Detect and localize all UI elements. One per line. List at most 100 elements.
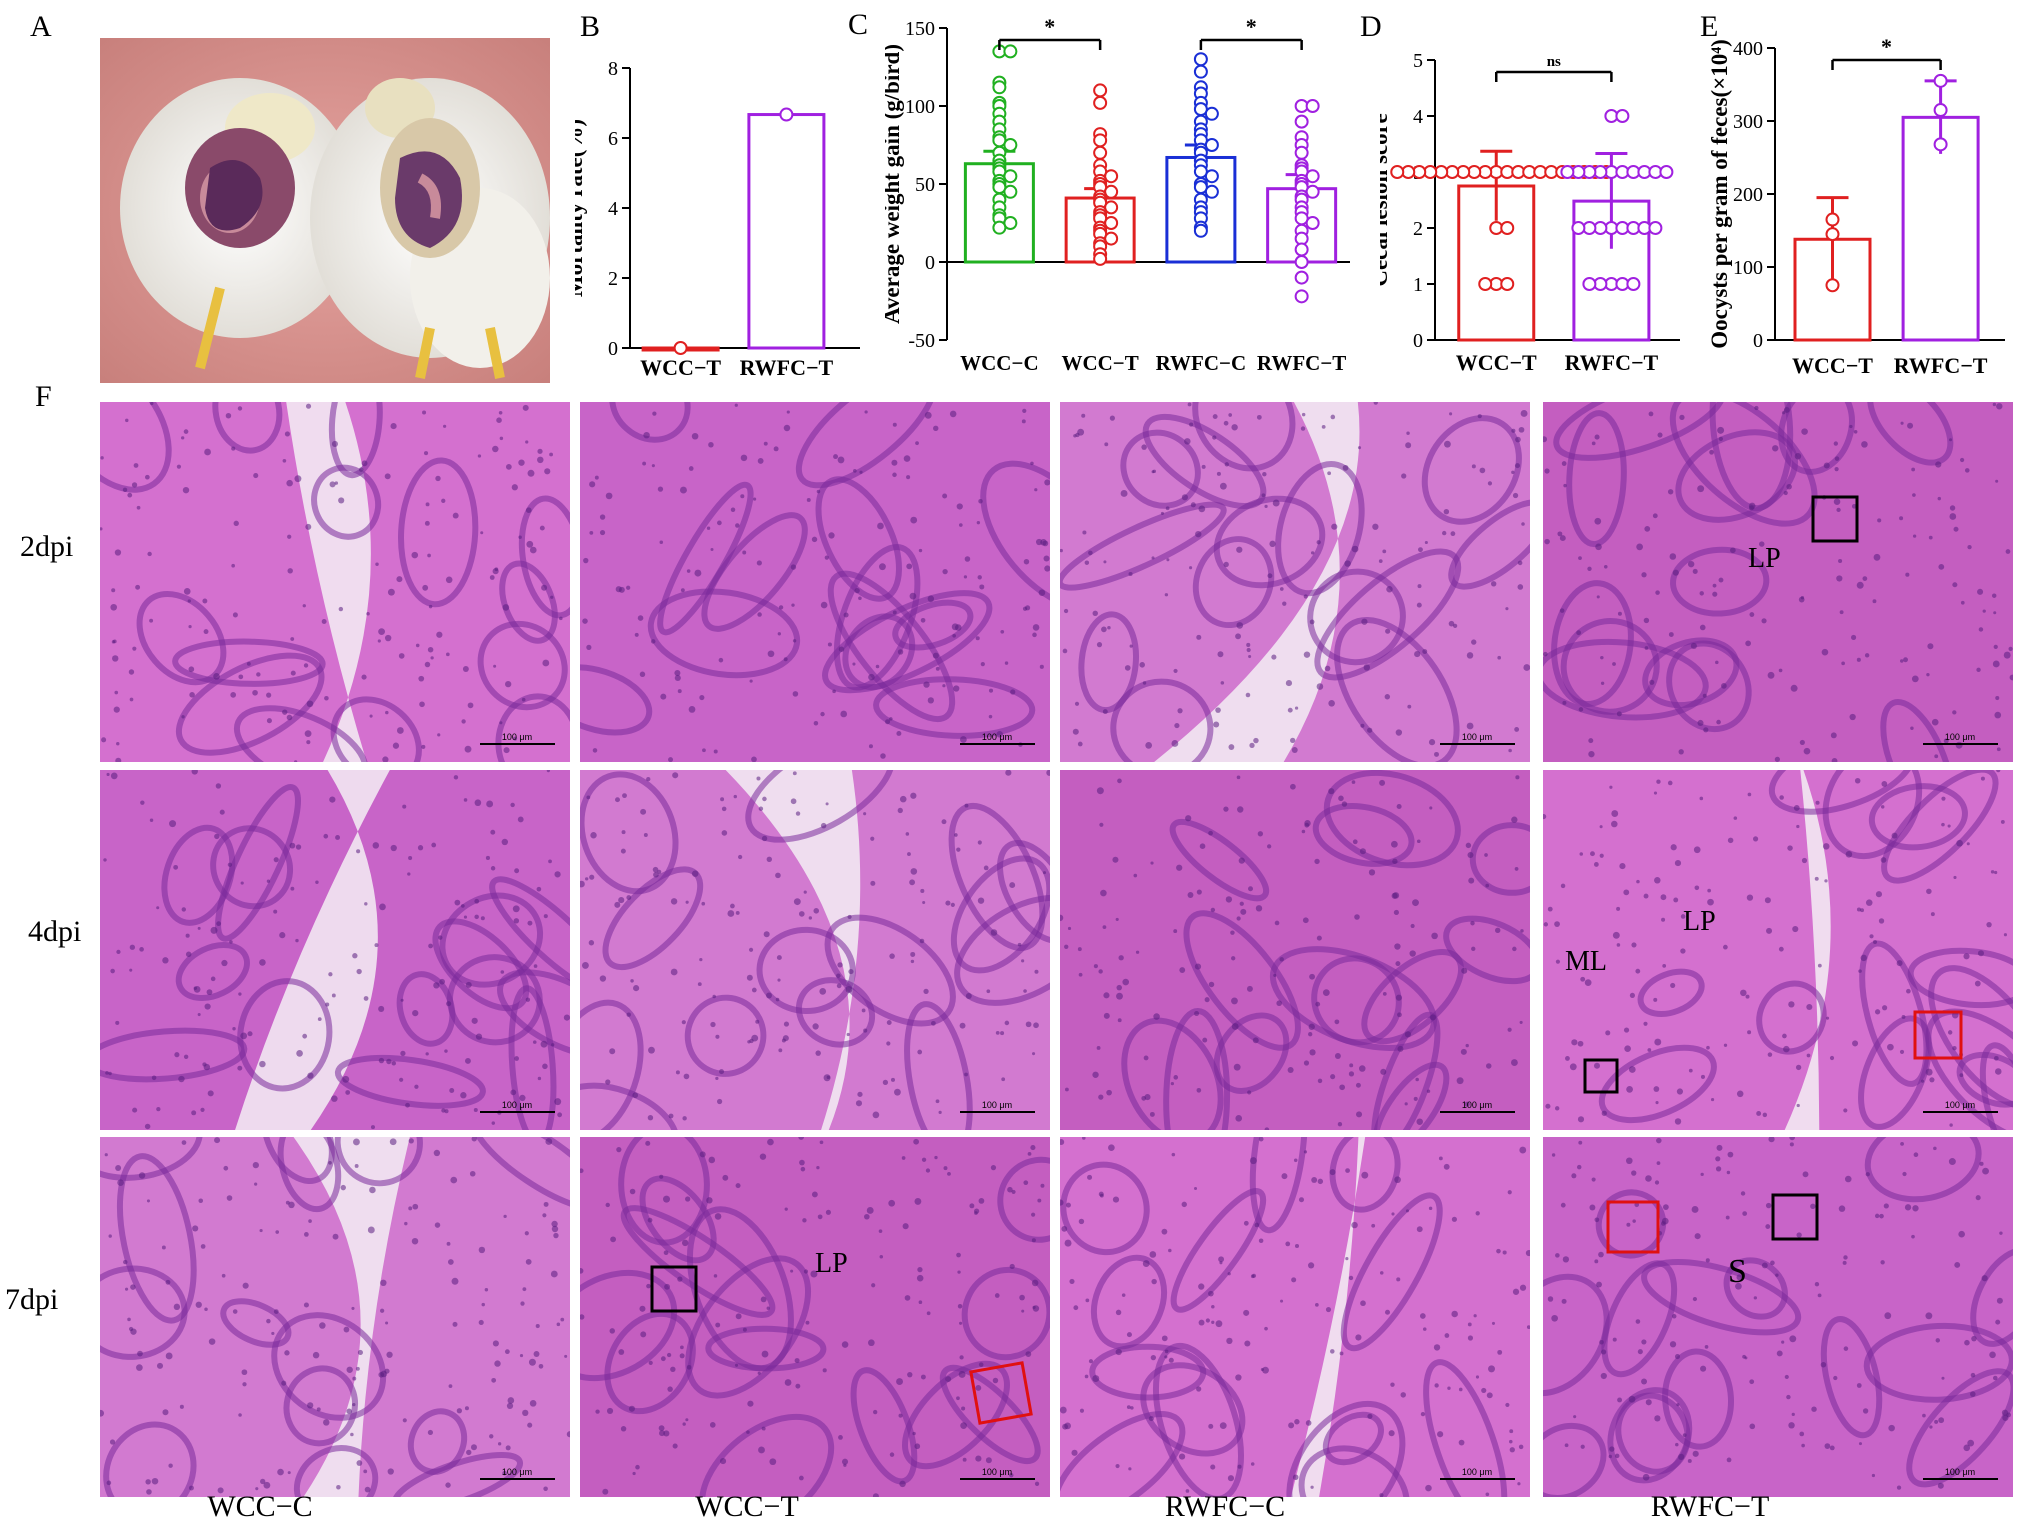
micrograph-4dpi-2: 100 μm [1060, 770, 1530, 1130]
chicken-photo [100, 38, 550, 383]
bar-B-1 [747, 113, 826, 350]
point-C-3-1 [1305, 99, 1320, 113]
y-tick-label-D-4: 4 [1413, 106, 1423, 128]
point-C-3-22 [1294, 242, 1309, 257]
y-tick-label-B-1: 2 [608, 268, 618, 290]
category-label-E-0: WCC−T [1792, 353, 1873, 378]
y-tick-label-C-1: 0 [925, 252, 935, 274]
micrograph-4dpi-3: 100 μm LP ML [1543, 770, 2013, 1130]
scale-bar-label: 100 μm [982, 1467, 1012, 1477]
row-label-7dpi: 7dpi [5, 1283, 59, 1316]
scale-bar-label: 100 μm [1462, 1467, 1492, 1477]
point-D-1-11 [1659, 165, 1674, 179]
point-C-2-17 [1204, 169, 1219, 184]
y-tick-label-B-4: 8 [608, 58, 618, 80]
col-label-wcc-c: WCC−C [207, 1490, 313, 1523]
point-C-1-27 [1093, 251, 1108, 266]
point-C-2-1 [1193, 64, 1208, 79]
point-C-0-27 [992, 220, 1007, 235]
point-C-2-20 [1204, 184, 1219, 199]
micrograph-7dpi-2: 100 μm [1060, 1137, 1530, 1497]
category-label-E-1: RWFC−T [1894, 353, 1988, 378]
scale-bar-label: 100 μm [1462, 732, 1492, 742]
y-tick-label-D-2: 2 [1413, 218, 1423, 240]
micrograph-2dpi-3: 100 μm LP [1543, 402, 2013, 762]
y-tick-label-B-0: 0 [608, 338, 618, 360]
label-lp-2dpi: LP [1748, 543, 1781, 574]
label-s-7dpi: S [1728, 1253, 1747, 1290]
label-lp-4dpi: LP [1683, 906, 1716, 937]
y-tick-label-D-1: 1 [1413, 274, 1423, 296]
category-label-B-0: WCC−T [640, 355, 721, 380]
point-D-0-23 [1500, 277, 1515, 291]
scale-bar-label: 100 μm [1462, 1100, 1492, 1110]
scale-bar-label: 100 μm [1945, 1467, 1975, 1477]
panel-letter-c: C [848, 8, 869, 41]
point-C-1-0 [1093, 83, 1108, 98]
scale-bar-label: 100 μm [502, 732, 532, 742]
point-C-1-4 [1093, 145, 1108, 160]
sig-label-C-1: * [1246, 14, 1257, 39]
point-C-0-3 [992, 80, 1007, 95]
panel-letter-f: F [35, 380, 52, 413]
y-tick-label-D-0: 0 [1413, 330, 1423, 352]
point-E-0-1 [1825, 227, 1840, 242]
y-label-E: Oocysts per gram of feces(×10⁴) [1707, 39, 1732, 349]
scale-bar-label: 100 μm [502, 1100, 532, 1110]
point-E-1-2 [1933, 137, 1948, 152]
y-tick-label-E-2: 200 [1733, 184, 1763, 206]
y-label-C: Average weight gain (g/bird) [885, 44, 904, 324]
point-C-1-1 [1093, 95, 1108, 110]
category-label-D-0: WCC−T [1456, 350, 1537, 375]
scale-bar-label: 100 μm [1945, 732, 1975, 742]
point-D-1-24 [1582, 277, 1597, 291]
point-B-0-0 [673, 341, 688, 355]
micrograph-4dpi-0: 100 μm [100, 770, 570, 1130]
y-tick-label-C-0: -50 [908, 330, 935, 352]
point-D-0-21 [1500, 221, 1515, 235]
label-lp-7dpi: LP [815, 1248, 848, 1279]
scale-bar-label: 100 μm [982, 1100, 1012, 1110]
panel-letter-e: E [1700, 10, 1719, 43]
y-tick-label-D-5: 5 [1413, 50, 1423, 72]
category-label-C-2: RWFC−C [1156, 351, 1247, 375]
col-label-rwfc-c: RWFC−C [1164, 1490, 1286, 1523]
y-tick-label-B-3: 6 [608, 128, 618, 150]
category-label-D-1: RWFC−T [1565, 350, 1659, 375]
label-ml-4dpi: ML [1565, 946, 1607, 977]
point-C-2-0 [1193, 52, 1208, 67]
marker-box-red-4dpi [1913, 1010, 1963, 1060]
marker-box-black-7dpi-rwfc [1771, 1193, 1819, 1241]
point-D-0-18 [1390, 165, 1405, 179]
sig-label-E-0: * [1881, 34, 1892, 59]
point-C-0-11 [1003, 138, 1018, 152]
point-C-3-19 [1305, 216, 1320, 230]
scale-bar-label: 100 μm [1945, 1100, 1975, 1110]
category-label-C-1: WCC−T [1061, 351, 1138, 375]
point-D-1-19 [1648, 221, 1663, 235]
micrograph-7dpi-0: 100 μm [100, 1137, 570, 1497]
point-B-1-0 [779, 107, 794, 122]
point-C-0-21 [1003, 184, 1018, 199]
y-tick-label-B-2: 4 [608, 198, 618, 220]
scale-bar-label: 100 μm [982, 732, 1012, 742]
point-C-3-23 [1294, 255, 1309, 269]
panel-letter-d: D [1360, 10, 1382, 43]
micrograph-2dpi-2: 100 μm [1060, 402, 1530, 762]
y-tick-label-C-4: 150 [905, 18, 935, 40]
y-tick-label-C-3: 100 [905, 96, 935, 118]
micrograph-4dpi-1: 100 μm [580, 770, 1050, 1130]
point-C-2-26 [1193, 223, 1208, 238]
marker-box-red-7dpi [969, 1361, 1033, 1425]
chart-b: 0 2 4 6 8 Mortality rate(%) WCC−T RWFC−T [562, 40, 875, 385]
y-tick-label-C-2: 50 [915, 174, 935, 196]
marker-box-black-7dpi [650, 1265, 698, 1313]
row-label-2dpi: 2dpi [20, 530, 74, 563]
y-label-D: Cecal lesion score [1380, 113, 1392, 286]
y-tick-label-E-3: 300 [1733, 111, 1763, 133]
chart-c: -50 0 50 100 150 Average weight gain (g/bird)… [879, 10, 1355, 385]
point-C-3-24 [1294, 270, 1309, 285]
panel-letter-a: A [30, 10, 52, 43]
col-label-wcc-t: WCC−T [695, 1490, 799, 1523]
